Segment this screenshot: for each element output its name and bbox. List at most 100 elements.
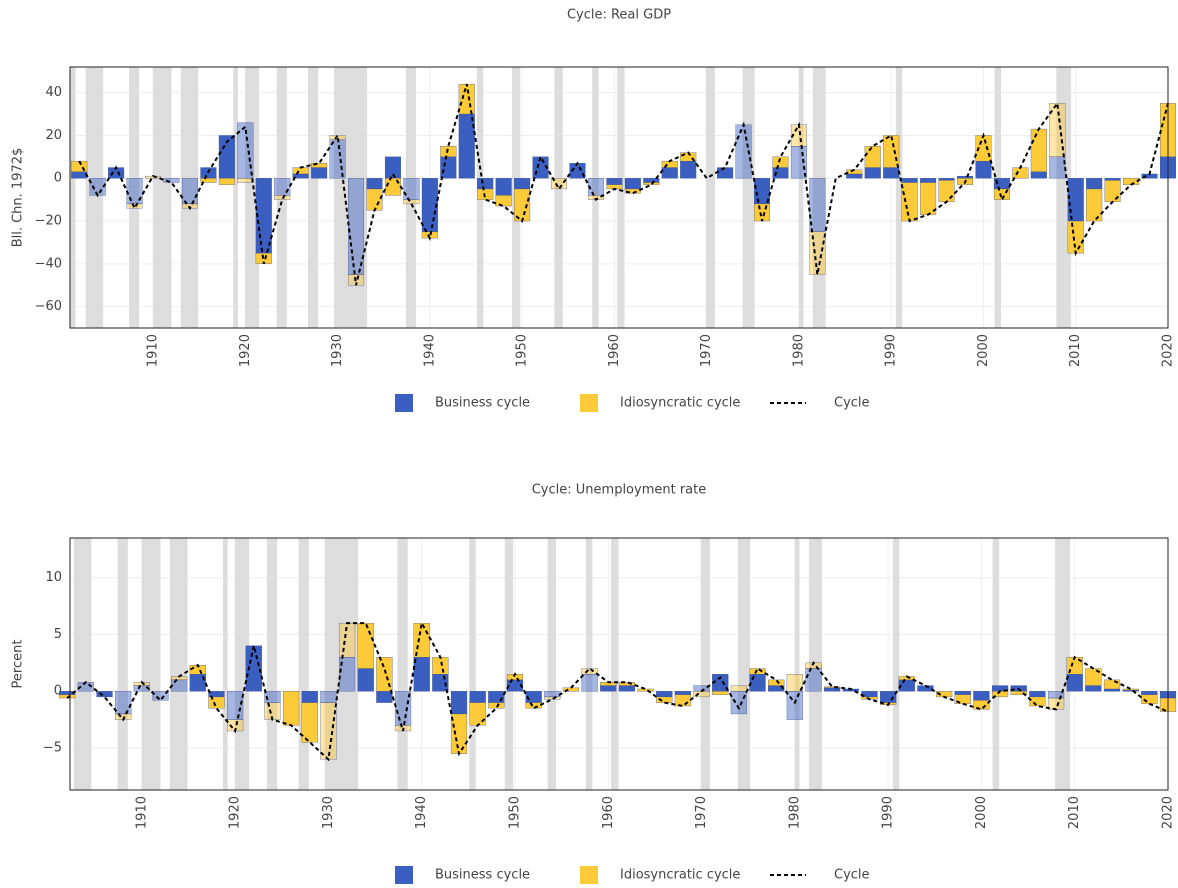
bar: [880, 691, 897, 703]
bar: [712, 691, 729, 695]
y-tick-label: −20: [35, 214, 62, 229]
bar: [864, 167, 881, 179]
recession-band: [895, 67, 903, 328]
bar: [432, 657, 449, 675]
bar: [495, 195, 512, 207]
x-tick-label: 1940: [422, 334, 437, 367]
bar: [1066, 674, 1083, 692]
bar: [421, 178, 438, 232]
bar: [809, 231, 826, 275]
recession-band: [298, 538, 309, 790]
x-tick-label: 1960: [601, 796, 616, 829]
bar: [772, 156, 789, 168]
bar: [920, 178, 937, 183]
x-tick-label: 1970: [699, 334, 714, 367]
bar: [1029, 696, 1046, 707]
bar: [1067, 220, 1084, 254]
bar: [637, 688, 654, 692]
legend-swatch: [580, 394, 598, 412]
bar: [824, 686, 841, 688]
bar: [674, 691, 691, 695]
x-tick-label: 1940: [414, 796, 429, 829]
bar: [376, 657, 393, 692]
recession-band: [554, 67, 563, 328]
recession-band: [592, 67, 599, 328]
bar: [1085, 685, 1102, 692]
bar: [357, 622, 374, 669]
recession-band: [245, 67, 260, 328]
chart-title: Cycle: Unemployment rate: [532, 483, 707, 498]
y-tick-label: 0: [54, 684, 62, 699]
bar: [227, 691, 244, 720]
bar: [730, 685, 747, 692]
bar: [376, 691, 393, 703]
recession-band: [742, 67, 755, 328]
y-tick-label: 20: [45, 128, 62, 143]
y-tick-label: 10: [45, 570, 62, 585]
recession-band: [233, 67, 238, 328]
bar: [525, 702, 542, 709]
x-tick-label: 1930: [321, 796, 336, 829]
bar: [218, 178, 235, 185]
recession-band: [1056, 67, 1072, 328]
bar: [440, 146, 457, 158]
x-tick-label: 1980: [791, 334, 806, 367]
y-tick-label: −5: [43, 741, 62, 756]
bar: [311, 163, 328, 168]
bar: [786, 674, 803, 692]
bar: [661, 167, 678, 179]
bar: [551, 178, 568, 190]
bar: [366, 188, 383, 211]
x-tick-label: 1980: [787, 796, 802, 829]
bar: [993, 188, 1010, 200]
y-tick-label: 0: [54, 171, 62, 186]
bar: [1067, 178, 1084, 222]
bar: [171, 679, 188, 692]
bar: [973, 691, 990, 701]
bar: [846, 173, 863, 179]
bar: [717, 167, 734, 179]
bar: [606, 178, 623, 185]
bar: [883, 167, 900, 179]
bar: [954, 691, 971, 695]
bar: [674, 694, 691, 707]
bar: [1010, 691, 1027, 695]
x-tick-label: 2020: [1161, 334, 1176, 367]
recession-band: [397, 538, 408, 790]
bar: [1049, 103, 1066, 158]
y-tick-label: −60: [35, 299, 62, 314]
cycle-line: [66, 620, 1169, 762]
legend-swatch: [395, 394, 413, 412]
bar: [495, 178, 512, 196]
bar: [450, 691, 468, 715]
recession-band: [808, 538, 822, 790]
x-tick-label: 2010: [1067, 796, 1082, 829]
recession-band: [117, 538, 128, 790]
bar: [458, 83, 475, 115]
x-tick-label: 2000: [976, 334, 991, 367]
bar: [754, 203, 771, 222]
recession-band: [547, 538, 557, 790]
recession-band: [1055, 538, 1071, 790]
bar: [957, 175, 974, 179]
recession-band: [180, 67, 199, 328]
recession-band: [504, 538, 514, 790]
bar: [488, 691, 505, 703]
recession-band: [129, 67, 140, 328]
chart-title: Cycle: Real GDP: [567, 8, 671, 23]
bar: [200, 178, 217, 183]
bar: [1141, 694, 1158, 704]
recession-band: [700, 538, 710, 790]
bar: [901, 178, 918, 183]
bar: [301, 691, 318, 703]
bar: [1104, 178, 1121, 181]
bar: [1122, 689, 1139, 692]
bar: [245, 645, 262, 692]
bar: [320, 702, 337, 760]
bar: [469, 691, 486, 703]
bar: [624, 188, 641, 194]
bar: [581, 674, 598, 692]
bar: [805, 668, 822, 692]
bar: [680, 160, 697, 179]
